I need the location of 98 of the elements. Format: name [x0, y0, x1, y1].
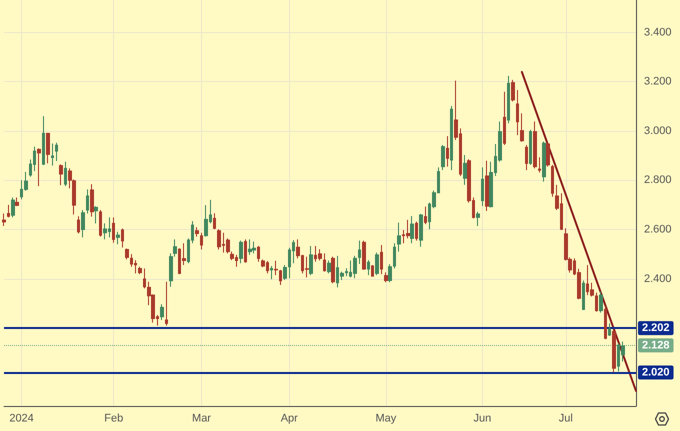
- candlestick: [516, 89, 519, 136]
- candlestick: [367, 260, 370, 276]
- candlestick: [362, 240, 366, 270]
- candlestick: [546, 142, 550, 168]
- candlestick: [239, 240, 243, 264]
- candlestick: [59, 164, 63, 186]
- x-tick-label: Apr: [280, 412, 298, 424]
- candlestick: [143, 268, 146, 289]
- candlestick: [160, 304, 164, 320]
- candlestick: [525, 144, 528, 171]
- candlestick: [397, 222, 401, 252]
- candlestick: [37, 148, 41, 187]
- candlestick: [331, 256, 335, 284]
- y-tick-label: 2.400: [644, 272, 672, 285]
- candlestick: [270, 265, 273, 280]
- ref-line-label: 2.128: [642, 339, 670, 352]
- y-tick-label: 2.800: [644, 174, 672, 186]
- candlestick: [305, 256, 309, 278]
- candlestick: [64, 161, 67, 187]
- candlestick: [441, 144, 445, 171]
- candlestick: [42, 116, 45, 166]
- candlestick: [77, 216, 80, 234]
- candlestick: [99, 210, 102, 238]
- candlestick: [582, 280, 585, 311]
- candlestick: [481, 166, 484, 207]
- candlestick: [424, 206, 427, 225]
- candlestick: [112, 216, 115, 244]
- x-tick-label: 2024: [9, 412, 34, 424]
- candlestick: [450, 106, 453, 171]
- candlestick: [46, 132, 50, 164]
- candlestick: [353, 255, 357, 279]
- candlestick: [410, 215, 414, 244]
- candlestick: [612, 330, 616, 373]
- x-tick-label: Jun: [474, 412, 492, 424]
- candlestick: [520, 112, 524, 142]
- candlestick: [283, 264, 287, 281]
- candlestick: [94, 206, 98, 224]
- y-tick-label: 2.600: [644, 224, 672, 236]
- candlestick: [595, 292, 598, 312]
- candlestick: [511, 79, 515, 102]
- candlestick: [485, 160, 489, 212]
- x-tick-label: Mar: [192, 412, 212, 424]
- candlestick: [384, 272, 388, 283]
- candlestick: [476, 211, 480, 227]
- x-tick-label: Jul: [558, 412, 573, 424]
- y-tick-label: 3.400: [644, 26, 672, 38]
- ref-line-label: 2.202: [642, 322, 670, 334]
- candlestick: [551, 164, 554, 198]
- candlestick: [323, 252, 326, 272]
- candlestick: [217, 228, 221, 250]
- candlestick: [51, 142, 54, 166]
- ref-line-label: 2.020: [642, 366, 670, 378]
- candlestick: [116, 231, 120, 245]
- candlestick: [318, 248, 322, 262]
- candlestick: [7, 204, 10, 218]
- candlestick: [2, 212, 6, 227]
- candlestick: [375, 252, 379, 276]
- candlestick: [195, 226, 199, 238]
- candlestick: [138, 266, 142, 275]
- candlestick: [327, 260, 331, 274]
- candlestick: [463, 154, 467, 186]
- candlestick: [533, 121, 537, 169]
- candlestick: [446, 136, 449, 168]
- candlestick: [244, 238, 247, 264]
- candlestick: [358, 240, 361, 265]
- candlestick: [274, 260, 278, 276]
- candlestick: [415, 221, 418, 242]
- candlestick: [121, 228, 124, 248]
- candlestick: [279, 269, 282, 286]
- candlestick: [503, 91, 506, 146]
- y-tick-label: 3.200: [644, 76, 672, 88]
- candlestick: [213, 212, 216, 230]
- candlestick: [419, 213, 423, 248]
- candlestick: [248, 238, 252, 256]
- candlestick: [165, 281, 168, 326]
- candlestick: [81, 210, 85, 238]
- candlestick: [125, 248, 129, 260]
- candlestick: [599, 291, 603, 314]
- candlestick: [15, 196, 19, 207]
- candlestick: [507, 75, 510, 124]
- x-tick-label: May: [375, 412, 397, 424]
- candlestick: [380, 244, 383, 275]
- x-tick-label: Feb: [104, 412, 124, 424]
- candlestick: [309, 246, 313, 276]
- candlestick: [257, 246, 260, 262]
- candlestick: [604, 305, 607, 340]
- candlestick: [371, 264, 374, 278]
- candlestick: [11, 196, 15, 218]
- y-tick-label: 3.000: [644, 124, 672, 137]
- candlestick: [538, 156, 541, 174]
- candlestick: [55, 142, 58, 162]
- candlestick: [252, 241, 256, 254]
- candlestick: [608, 322, 611, 336]
- candlestick: [542, 140, 546, 182]
- candlestick: [200, 232, 203, 250]
- candlestick: [529, 129, 532, 166]
- candlestick: [90, 184, 94, 218]
- candlestick: [86, 188, 89, 214]
